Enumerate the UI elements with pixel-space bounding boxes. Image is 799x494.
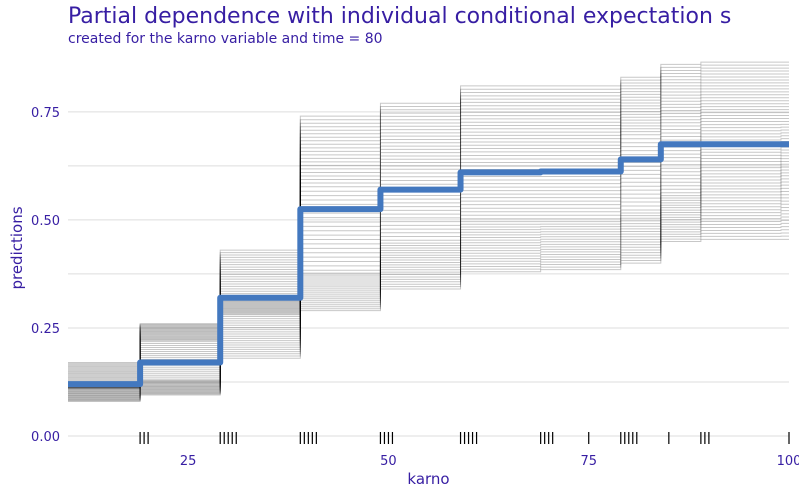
ice-curve xyxy=(68,73,789,368)
y-tick-label: 0.25 xyxy=(31,322,60,337)
ice-curve xyxy=(68,219,789,398)
ice-curve xyxy=(68,232,789,401)
y-axis-label: predictions xyxy=(8,206,26,289)
ice-curve xyxy=(68,206,789,396)
ice-curve xyxy=(68,222,789,399)
y-tick-label: 0.50 xyxy=(31,214,60,229)
chart-subtitle: created for the karno variable and time … xyxy=(68,31,383,47)
ice-curve xyxy=(68,67,789,366)
x-axis-label: karno xyxy=(407,470,449,488)
y-tick-label: 0.75 xyxy=(31,106,60,121)
ice-curve xyxy=(68,216,789,398)
ice-curve xyxy=(68,226,789,400)
pdp-line xyxy=(68,141,789,388)
ice-curve xyxy=(68,181,789,391)
chart-title: Partial dependence with individual condi… xyxy=(68,4,732,29)
ice-curve xyxy=(68,146,789,387)
x-tick-label: 100 xyxy=(777,454,799,469)
y-tick-label: 0.00 xyxy=(31,430,60,445)
ice-curve xyxy=(68,229,789,400)
ice-curve xyxy=(68,238,789,402)
x-tick-label: 25 xyxy=(180,454,197,469)
ice-curve xyxy=(68,235,789,402)
x-tick-label: 50 xyxy=(380,454,397,469)
x-tick-label: 75 xyxy=(580,454,597,469)
ice-curve xyxy=(68,70,789,367)
